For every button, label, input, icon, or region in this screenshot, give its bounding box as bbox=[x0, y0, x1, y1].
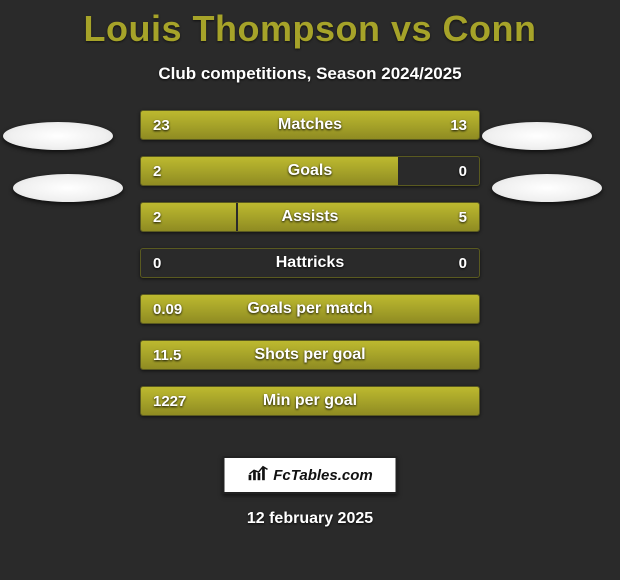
stat-row: 00Hattricks bbox=[0, 248, 620, 278]
source-badge[interactable]: FcTables.com bbox=[223, 456, 398, 494]
stat-track: 20Goals bbox=[140, 156, 480, 186]
player-photo-ellipse bbox=[482, 122, 592, 150]
stat-label: Goals bbox=[141, 157, 479, 185]
stat-bars-region: 2313Matches 20Goals 25Assists 00Hattricks 0.… bbox=[0, 110, 620, 416]
stat-row: 1227Min per goal bbox=[0, 386, 620, 416]
stat-row: 25Assists bbox=[0, 202, 620, 232]
chart-icon bbox=[247, 464, 269, 487]
page-title: Louis Thompson vs Conn bbox=[0, 0, 620, 50]
stat-track: 11.5Shots per goal bbox=[140, 340, 480, 370]
stat-track: 25Assists bbox=[140, 202, 480, 232]
stat-label: Shots per goal bbox=[141, 341, 479, 369]
stat-label: Hattricks bbox=[141, 249, 479, 277]
stat-row: 11.5Shots per goal bbox=[0, 340, 620, 370]
player-photo-ellipse bbox=[3, 122, 113, 150]
stats-card: Louis Thompson vs Conn Club competitions… bbox=[0, 0, 620, 580]
date-line: 12 february 2025 bbox=[0, 510, 620, 528]
player-photo-ellipse bbox=[492, 174, 602, 202]
stat-label: Assists bbox=[141, 203, 479, 231]
stat-label: Matches bbox=[141, 111, 479, 139]
stat-label: Min per goal bbox=[141, 387, 479, 415]
stat-track: 2313Matches bbox=[140, 110, 480, 140]
stat-row: 0.09Goals per match bbox=[0, 294, 620, 324]
stat-track: 00Hattricks bbox=[140, 248, 480, 278]
player-photo-ellipse bbox=[13, 174, 123, 202]
page-subtitle: Club competitions, Season 2024/2025 bbox=[0, 64, 620, 84]
stat-label: Goals per match bbox=[141, 295, 479, 323]
badge-text: FcTables.com bbox=[273, 467, 372, 484]
stat-track: 1227Min per goal bbox=[140, 386, 480, 416]
stat-track: 0.09Goals per match bbox=[140, 294, 480, 324]
